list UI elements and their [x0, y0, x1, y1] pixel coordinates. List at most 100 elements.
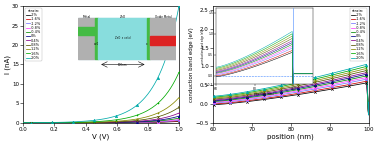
- -1.6%: [364, 80, 369, 82]
- Line: 0.4%: 0.4%: [213, 73, 369, 114]
- 0.8%: [364, 70, 369, 71]
- -0.4%: [274, 93, 278, 94]
- 1.2%: [27, 122, 32, 124]
- 0.4%: [169, 115, 174, 117]
- 2.0%: [364, 64, 369, 65]
- -0.4%: [163, 119, 168, 121]
- 1.2%: [274, 88, 278, 90]
- -0.8%: [62, 122, 67, 124]
- 0.4%: [274, 91, 278, 92]
- 0.4%: [21, 122, 25, 124]
- -1.2%: [50, 122, 54, 124]
- 0.8%: [366, 101, 371, 103]
- 0.4%: [332, 79, 336, 81]
- 0.4%: [364, 72, 369, 73]
- X-axis label: position (nm): position (nm): [267, 133, 314, 140]
- 0.4%: [50, 122, 54, 124]
- -2%: [366, 112, 371, 113]
- -0.8%: [27, 122, 32, 124]
- 0.8%: [274, 89, 278, 91]
- 1.6%: [27, 122, 32, 124]
- 0.8%: [62, 122, 67, 124]
- Line: 2.0%: 2.0%: [213, 64, 369, 115]
- 0.4%: [163, 117, 168, 118]
- -0.4%: [62, 122, 67, 124]
- -1.2%: [211, 102, 215, 104]
- -2%: [163, 121, 168, 123]
- Y-axis label: I (nA): I (nA): [4, 55, 11, 74]
- 0.8%: [226, 97, 231, 98]
- 1.2%: [332, 75, 336, 77]
- 1.6%: [279, 86, 284, 87]
- 1.2%: [226, 96, 231, 97]
- 2.0%: [332, 72, 336, 74]
- 2.0%: [50, 122, 54, 123]
- 2.0%: [366, 101, 371, 103]
- -0.8%: [366, 112, 371, 114]
- -0.8%: [30, 122, 35, 124]
- -2%: [332, 88, 336, 90]
- 0%: [332, 80, 336, 82]
- 0.4%: [279, 90, 284, 91]
- 0%: [211, 100, 215, 102]
- -0.4%: [226, 99, 231, 101]
- 0.4%: [335, 78, 339, 80]
- 1.6%: [318, 77, 322, 79]
- 1.6%: [366, 101, 371, 103]
- 1.2%: [364, 68, 369, 69]
- -1.2%: [279, 94, 284, 96]
- -1.2%: [332, 85, 336, 86]
- 0%: [177, 115, 181, 117]
- 1.6%: [211, 96, 215, 98]
- Line: 1.2%: 1.2%: [23, 97, 179, 123]
- -0.8%: [226, 100, 231, 102]
- 1.2%: [169, 104, 174, 106]
- 0%: [364, 73, 369, 75]
- 2.0%: [27, 122, 32, 124]
- 2.0%: [163, 58, 168, 60]
- -1.2%: [30, 122, 35, 124]
- -2%: [279, 96, 284, 98]
- 1.6%: [169, 86, 174, 88]
- -2%: [62, 122, 67, 124]
- -2%: [364, 82, 369, 84]
- -0.8%: [163, 120, 168, 122]
- 0.8%: [211, 98, 215, 100]
- -0.8%: [366, 101, 371, 103]
- 0%: [366, 101, 371, 103]
- -0.8%: [211, 101, 215, 103]
- -2%: [27, 122, 32, 124]
- 0%: [62, 122, 67, 124]
- -1.6%: [274, 96, 278, 98]
- 1.2%: [335, 75, 339, 76]
- 0%: [279, 91, 284, 92]
- -2%: [21, 122, 25, 124]
- -0.4%: [279, 92, 284, 93]
- -1.6%: [163, 121, 168, 123]
- 2.0%: [274, 85, 278, 87]
- Line: -2%: -2%: [213, 83, 369, 113]
- -1.6%: [177, 120, 181, 122]
- 1.2%: [366, 114, 371, 115]
- 2.0%: [177, 5, 181, 7]
- -0.4%: [177, 117, 181, 119]
- -2%: [318, 90, 322, 92]
- -0.8%: [169, 120, 174, 121]
- Line: 1.2%: 1.2%: [213, 68, 369, 114]
- Line: -2%: -2%: [23, 121, 179, 123]
- -0.4%: [364, 75, 369, 77]
- 1.6%: [163, 94, 168, 96]
- 0%: [274, 92, 278, 93]
- X-axis label: V (V): V (V): [93, 133, 110, 140]
- Y-axis label: conduction band edge (eV): conduction band edge (eV): [189, 27, 194, 102]
- 0.8%: [335, 77, 339, 78]
- 2.0%: [318, 75, 322, 77]
- Line: -0.8%: -0.8%: [213, 77, 369, 113]
- -2%: [366, 101, 371, 103]
- -1.6%: [279, 95, 284, 97]
- 0%: [226, 98, 231, 100]
- -1.2%: [177, 120, 181, 121]
- 0.4%: [27, 122, 32, 124]
- -0.4%: [332, 82, 336, 84]
- 1.2%: [177, 97, 181, 98]
